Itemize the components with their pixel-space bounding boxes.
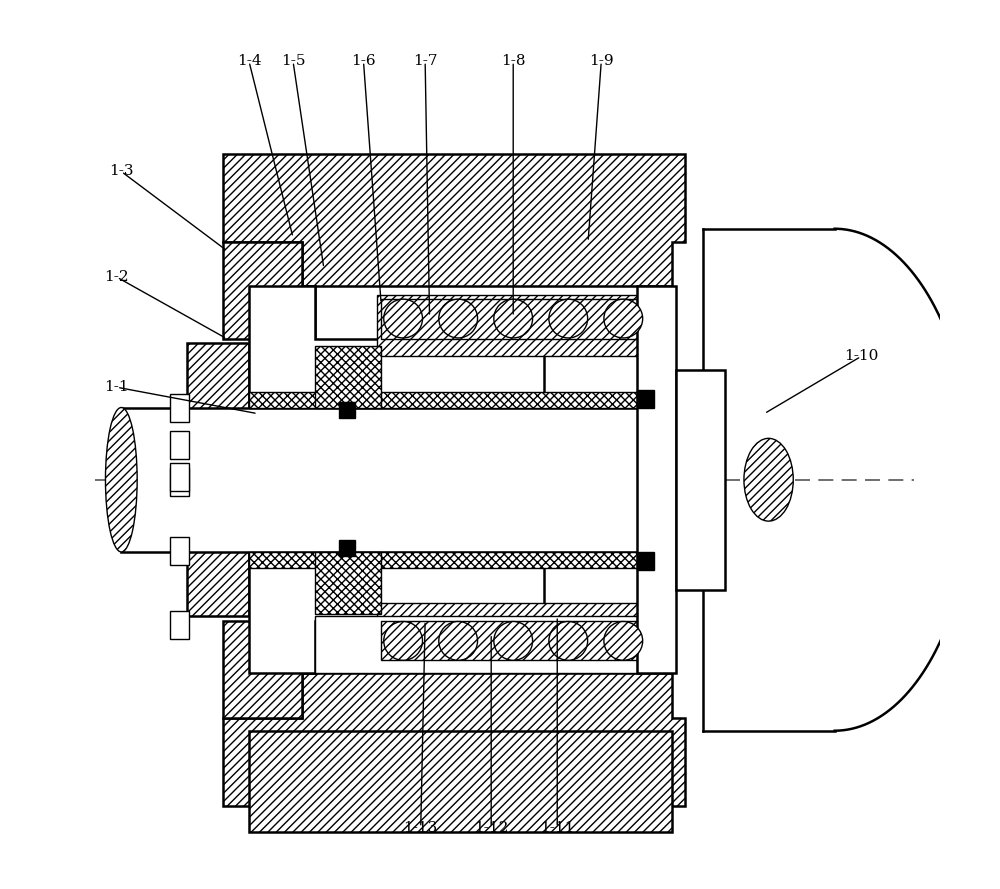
Bar: [637, 390, 654, 407]
Bar: [676, 370, 725, 589]
Text: 1-3: 1-3: [109, 164, 134, 179]
Ellipse shape: [384, 300, 423, 338]
Polygon shape: [377, 603, 659, 665]
Bar: [170, 537, 189, 565]
Text: 1-12: 1-12: [474, 821, 508, 835]
Ellipse shape: [549, 300, 588, 338]
Bar: [170, 431, 189, 460]
Ellipse shape: [744, 438, 793, 521]
Bar: [339, 402, 355, 418]
Polygon shape: [381, 621, 637, 661]
Bar: [170, 463, 189, 492]
Ellipse shape: [439, 621, 478, 661]
Ellipse shape: [604, 621, 643, 661]
Bar: [315, 552, 381, 613]
Ellipse shape: [105, 407, 137, 552]
Bar: [315, 616, 637, 674]
Text: 1-10: 1-10: [844, 349, 878, 364]
Bar: [187, 343, 249, 616]
Text: 1-11: 1-11: [540, 821, 574, 835]
Text: 1-9: 1-9: [589, 54, 614, 68]
Bar: [170, 469, 189, 496]
Bar: [249, 392, 659, 407]
Bar: [249, 731, 672, 832]
Text: 1-5: 1-5: [281, 54, 305, 68]
Bar: [121, 407, 703, 552]
Ellipse shape: [384, 621, 423, 661]
Text: 1-4: 1-4: [237, 54, 261, 68]
Polygon shape: [249, 286, 544, 407]
Polygon shape: [223, 621, 315, 717]
Bar: [637, 286, 676, 674]
Text: 1-6: 1-6: [351, 54, 376, 68]
Ellipse shape: [604, 300, 643, 338]
Ellipse shape: [439, 300, 478, 338]
Bar: [170, 611, 189, 639]
Polygon shape: [223, 242, 315, 339]
Text: 1-1: 1-1: [105, 380, 129, 394]
Bar: [170, 395, 189, 422]
Text: 1-13: 1-13: [404, 821, 438, 835]
Text: 1-7: 1-7: [413, 54, 437, 68]
Bar: [637, 552, 654, 570]
Bar: [339, 541, 355, 557]
Polygon shape: [377, 295, 659, 356]
Bar: [249, 552, 659, 568]
Text: 1-2: 1-2: [105, 270, 129, 284]
Polygon shape: [223, 154, 685, 286]
Polygon shape: [223, 674, 685, 805]
Ellipse shape: [494, 621, 533, 661]
Polygon shape: [381, 300, 637, 339]
Polygon shape: [249, 552, 544, 674]
Ellipse shape: [494, 300, 533, 338]
Bar: [315, 346, 381, 407]
Ellipse shape: [549, 621, 588, 661]
Text: 1-8: 1-8: [501, 54, 525, 68]
